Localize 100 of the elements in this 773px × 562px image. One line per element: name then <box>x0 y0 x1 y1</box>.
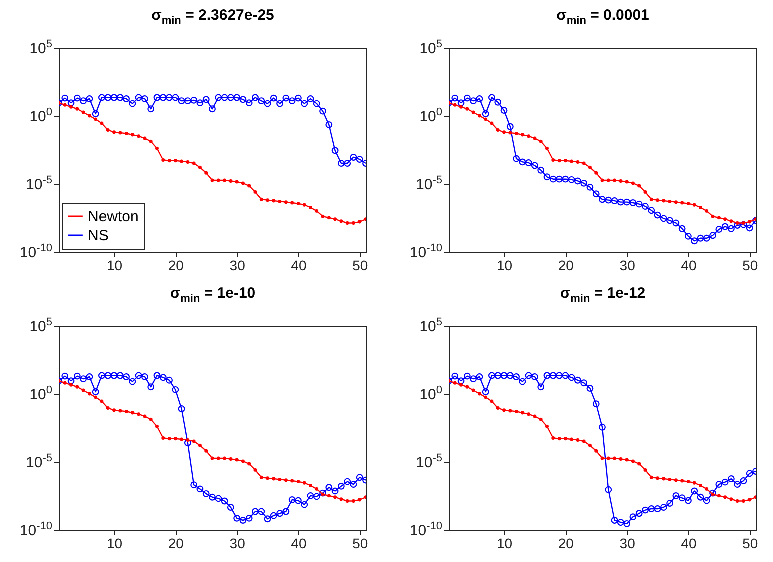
point <box>717 216 721 220</box>
point <box>358 498 362 502</box>
point <box>315 487 319 491</box>
line-series <box>449 379 756 503</box>
point <box>278 200 282 204</box>
point <box>70 105 74 109</box>
point <box>617 519 624 526</box>
point <box>452 94 459 102</box>
point <box>338 482 345 490</box>
point <box>294 94 302 102</box>
point <box>302 481 306 485</box>
point <box>453 381 457 385</box>
chart-title: σ$_{min}$ = 1e-10 <box>169 284 257 307</box>
point <box>149 418 153 422</box>
y-tick-label: 10$^{0}$ <box>420 384 442 404</box>
point <box>600 456 604 460</box>
point <box>92 110 100 118</box>
point <box>478 114 482 118</box>
point <box>464 372 471 380</box>
point <box>650 476 654 480</box>
point <box>674 478 678 482</box>
point <box>730 220 734 224</box>
point <box>599 196 606 204</box>
point <box>184 440 192 446</box>
point <box>625 180 629 184</box>
point <box>599 424 606 431</box>
point <box>508 409 512 413</box>
point <box>624 198 631 206</box>
point <box>123 374 130 380</box>
point <box>156 146 159 150</box>
point <box>746 470 754 478</box>
point <box>527 134 531 138</box>
point <box>680 479 684 483</box>
point <box>178 98 186 104</box>
point <box>326 484 333 492</box>
point <box>588 444 592 448</box>
point <box>307 492 314 500</box>
point <box>186 438 190 442</box>
point <box>143 414 147 418</box>
point <box>470 98 478 104</box>
point <box>110 94 118 102</box>
point <box>346 500 350 503</box>
point <box>691 238 698 245</box>
point <box>63 381 67 385</box>
point <box>352 500 356 503</box>
point <box>746 224 754 232</box>
point <box>301 501 308 508</box>
point <box>282 94 290 102</box>
point <box>254 468 258 472</box>
point <box>162 158 166 162</box>
point <box>276 510 284 518</box>
point <box>500 107 508 114</box>
point <box>116 94 124 102</box>
point <box>556 372 563 380</box>
line-series <box>59 101 366 225</box>
point <box>686 480 690 484</box>
point <box>728 476 735 482</box>
point <box>546 146 549 150</box>
x-tick-label: 20 <box>558 258 574 274</box>
point <box>86 374 94 380</box>
point <box>338 160 345 167</box>
x-tick-label: 20 <box>168 258 184 274</box>
point <box>352 222 356 225</box>
point <box>638 462 642 466</box>
point <box>98 372 106 380</box>
point <box>240 517 247 524</box>
point <box>686 202 690 206</box>
point <box>478 392 482 396</box>
point <box>666 500 674 507</box>
point <box>284 200 288 204</box>
point <box>513 155 520 162</box>
point <box>272 199 276 203</box>
point <box>260 198 264 202</box>
point <box>248 462 252 466</box>
point <box>592 190 600 198</box>
point <box>642 506 649 514</box>
point <box>574 376 582 384</box>
point <box>174 159 178 163</box>
point <box>94 118 98 122</box>
point <box>76 385 80 389</box>
point <box>484 118 488 122</box>
point <box>215 94 222 102</box>
point <box>625 458 629 462</box>
point <box>611 198 618 204</box>
point <box>656 476 660 480</box>
point <box>88 114 92 118</box>
point <box>502 130 506 134</box>
point <box>186 160 190 164</box>
point <box>154 94 161 102</box>
point <box>106 406 110 410</box>
point <box>235 458 239 462</box>
point <box>294 497 302 504</box>
point <box>135 94 142 102</box>
point <box>564 159 568 163</box>
point <box>234 514 241 522</box>
point <box>586 385 594 392</box>
point <box>531 374 538 380</box>
y-tick-label: 10$^{5}$ <box>30 316 52 336</box>
point <box>594 449 598 453</box>
point <box>631 460 635 464</box>
